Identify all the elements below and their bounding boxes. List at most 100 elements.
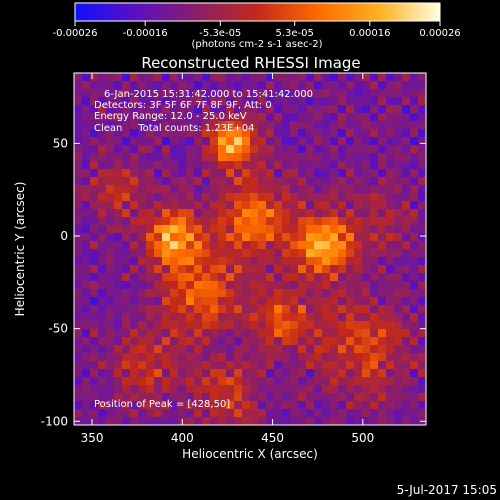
heatmap-cell [130, 113, 139, 122]
heatmap-cell [370, 281, 379, 290]
heatmap-cell [170, 417, 179, 425]
heatmap-cell [322, 361, 331, 370]
heatmap-cell [218, 209, 227, 218]
heatmap-cell [346, 217, 355, 226]
heatmap-cell [114, 249, 123, 258]
heatmap-cell [114, 209, 123, 218]
heatmap-cell [394, 313, 403, 322]
heatmap-cell [306, 233, 315, 242]
heatmap-cell [282, 369, 291, 378]
heatmap-cell [106, 225, 115, 234]
heatmap-cell [106, 73, 115, 82]
heatmap-cell [362, 73, 371, 82]
heatmap-cell [154, 169, 163, 178]
heatmap-cell [314, 81, 323, 90]
heatmap-cell [298, 249, 307, 258]
heatmap-cell [282, 161, 291, 170]
heatmap-cell [186, 249, 195, 258]
heatmap-cell [226, 153, 235, 162]
heatmap-cell [154, 105, 163, 114]
heatmap-cell [370, 377, 379, 386]
heatmap-cell [234, 113, 243, 122]
heatmap-cell [346, 337, 355, 346]
heatmap-cell [346, 273, 355, 282]
heatmap-cell [218, 193, 227, 202]
heatmap-cell [346, 193, 355, 202]
heatmap-cell [306, 385, 315, 394]
heatmap-cell [114, 73, 123, 82]
heatmap-cell [242, 297, 251, 306]
heatmap-cell [122, 129, 131, 138]
heatmap-cell [242, 353, 251, 362]
heatmap-cell [306, 289, 315, 298]
heatmap-cell [322, 329, 331, 338]
heatmap-cell [250, 377, 259, 386]
heatmap-cell [410, 353, 419, 362]
heatmap-cell [354, 137, 363, 146]
heatmap-cell [194, 153, 203, 162]
heatmap-cell [394, 129, 403, 138]
heatmap-cell [218, 385, 227, 394]
heatmap-cell [218, 393, 227, 402]
heatmap-cell [186, 137, 195, 146]
heatmap-cell [290, 385, 299, 394]
heatmap-cell [282, 417, 291, 425]
heatmap-cell [418, 169, 426, 178]
heatmap-cell [122, 353, 131, 362]
heatmap-cell [162, 353, 171, 362]
heatmap-cell [178, 129, 187, 138]
heatmap-cell [266, 137, 275, 146]
heatmap-cell [274, 225, 283, 234]
heatmap-cell [274, 377, 283, 386]
heatmap-cell [330, 121, 339, 130]
heatmap-cell [114, 113, 123, 122]
heatmap-cell [194, 265, 203, 274]
heatmap-cell [418, 305, 426, 314]
heatmap-cell [74, 193, 83, 202]
heatmap-cell [306, 321, 315, 330]
heatmap-cell [210, 329, 219, 338]
heatmap-cell [306, 129, 315, 138]
heatmap-cell [314, 193, 323, 202]
heatmap-cell [410, 153, 419, 162]
heatmap-cell [114, 417, 123, 425]
heatmap-cell [282, 361, 291, 370]
heatmap-cell [98, 257, 107, 266]
heatmap-cell [114, 353, 123, 362]
heatmap-cell [74, 81, 83, 90]
heatmap-cell [330, 145, 339, 154]
heatmap-cell [202, 385, 211, 394]
heatmap-cell [290, 289, 299, 298]
heatmap-cell [186, 241, 195, 250]
heatmap-cell [418, 225, 426, 234]
heatmap-cell [234, 185, 243, 194]
heatmap-cell [346, 177, 355, 186]
heatmap-cell [138, 209, 147, 218]
heatmap-cell [418, 97, 426, 106]
heatmap-cell [338, 81, 347, 90]
heatmap-cell [242, 137, 251, 146]
heatmap-cell [162, 225, 171, 234]
heatmap-cell [290, 73, 299, 82]
heatmap-cell [362, 225, 371, 234]
heatmap-cell [242, 153, 251, 162]
heatmap-cell [218, 273, 227, 282]
heatmap-cell [114, 273, 123, 282]
heatmap-image [74, 73, 426, 425]
heatmap-cell [362, 185, 371, 194]
heatmap-cell [266, 417, 275, 425]
heatmap-cell [394, 257, 403, 266]
heatmap-cell [242, 145, 251, 154]
heatmap-cell [74, 73, 83, 82]
heatmap-cell [242, 209, 251, 218]
heatmap-cell [274, 81, 283, 90]
heatmap-cell [202, 177, 211, 186]
heatmap-cell [386, 169, 395, 178]
heatmap-cell [330, 385, 339, 394]
heatmap-cell [210, 377, 219, 386]
heatmap-cell [290, 97, 299, 106]
heatmap-cell [186, 409, 195, 418]
heatmap-cell [218, 265, 227, 274]
heatmap-cell [138, 369, 147, 378]
heatmap-cell [258, 145, 267, 154]
